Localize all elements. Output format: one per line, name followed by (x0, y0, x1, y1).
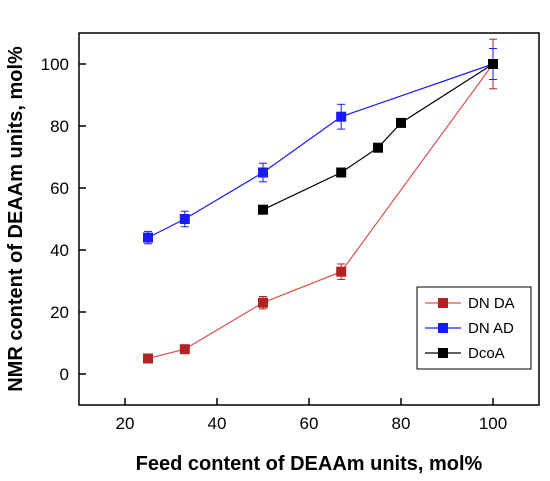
data-point (336, 111, 347, 122)
data-point (258, 297, 268, 308)
y-tick-label: 0 (60, 365, 69, 384)
legend-marker (438, 323, 448, 333)
data-point (373, 142, 383, 153)
y-tick-label: 40 (50, 241, 69, 260)
data-point (258, 204, 268, 215)
data-point (179, 214, 190, 224)
data-point (336, 266, 347, 277)
data-point (488, 59, 498, 69)
legend-marker (438, 348, 448, 358)
legend-label: DcoA (468, 345, 505, 362)
series-dn-ad (143, 48, 498, 245)
data-point (258, 167, 268, 178)
y-tick-label: 20 (50, 303, 69, 322)
x-tick-label: 80 (392, 414, 411, 433)
legend: DN DA DN AD DcoA (416, 286, 532, 370)
data-point (336, 167, 347, 178)
data-point (396, 117, 406, 128)
x-tick-label: 60 (300, 414, 319, 433)
y-axis-title: NMR content of DEAAm units, mol% (5, 46, 27, 392)
series-line-dn-ad (147, 63, 494, 239)
y-tick-label: 80 (50, 117, 69, 136)
series-line-dcoa (262, 63, 494, 211)
x-axis-title: Feed content of DEAAm units, mol% (136, 453, 483, 475)
y-tick-label: 60 (50, 179, 69, 198)
series-dcoa (258, 59, 498, 215)
legend-label: DN AD (468, 320, 514, 337)
x-tick-label: 100 (479, 414, 507, 433)
series-layer (143, 38, 498, 364)
x-tick-label: 20 (116, 414, 135, 433)
legend-label: DN DA (468, 295, 515, 312)
data-point (143, 232, 153, 243)
y-tick-label: 100 (41, 55, 69, 74)
data-point (143, 353, 153, 364)
axis-ticks: 20 40 60 80 100 0 20 40 60 80 100 (41, 55, 508, 433)
data-point (179, 344, 190, 355)
legend-marker (438, 298, 448, 308)
x-tick-label: 40 (208, 414, 227, 433)
